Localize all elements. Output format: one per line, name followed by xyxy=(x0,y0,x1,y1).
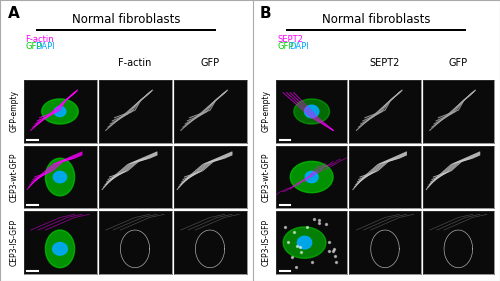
Text: DAPI: DAPI xyxy=(35,42,55,51)
Point xyxy=(330,247,338,252)
Polygon shape xyxy=(52,243,68,255)
Text: CEP3-IS-GFP: CEP3-IS-GFP xyxy=(9,219,18,266)
Text: CEP3-IS-GFP: CEP3-IS-GFP xyxy=(262,219,271,266)
Point xyxy=(284,240,292,244)
Point xyxy=(316,221,324,225)
Polygon shape xyxy=(290,161,333,193)
Polygon shape xyxy=(42,99,78,124)
Polygon shape xyxy=(294,99,330,124)
Point xyxy=(331,254,339,259)
Text: Normal fibroblasts: Normal fibroblasts xyxy=(72,13,180,26)
Point xyxy=(281,225,289,229)
Point xyxy=(310,217,318,221)
Polygon shape xyxy=(54,106,66,117)
Text: GFP: GFP xyxy=(25,42,42,51)
Polygon shape xyxy=(54,171,66,183)
Point xyxy=(322,222,330,227)
Point xyxy=(308,260,316,264)
Point xyxy=(290,230,298,235)
Polygon shape xyxy=(283,227,326,258)
Text: B: B xyxy=(260,6,272,21)
Point xyxy=(292,265,300,269)
Text: SEPT2: SEPT2 xyxy=(370,58,400,68)
Text: GFP: GFP xyxy=(200,58,220,68)
Point xyxy=(329,249,337,254)
Text: SEPT2: SEPT2 xyxy=(278,35,303,44)
Point xyxy=(296,244,304,249)
Text: Normal fibroblasts: Normal fibroblasts xyxy=(322,13,430,26)
Text: DAPI: DAPI xyxy=(289,42,309,51)
Text: GFP: GFP xyxy=(278,42,294,51)
Text: GFP-empty: GFP-empty xyxy=(262,90,271,132)
Text: CEP3-wt-GFP: CEP3-wt-GFP xyxy=(262,152,271,202)
Polygon shape xyxy=(298,236,312,249)
Text: GFP: GFP xyxy=(449,58,468,68)
Polygon shape xyxy=(305,171,318,183)
Polygon shape xyxy=(46,230,74,268)
Point xyxy=(332,259,340,264)
Text: CEP3-wt-GFP: CEP3-wt-GFP xyxy=(9,152,18,202)
Text: F-actin: F-actin xyxy=(25,35,54,44)
Polygon shape xyxy=(46,158,74,196)
Text: F-actin: F-actin xyxy=(118,58,152,68)
Point xyxy=(316,218,324,223)
Point xyxy=(294,244,302,248)
Point xyxy=(297,250,305,254)
Polygon shape xyxy=(304,105,319,118)
Point xyxy=(302,225,310,229)
Point xyxy=(288,254,296,259)
Point xyxy=(326,248,334,253)
Text: A: A xyxy=(8,6,19,21)
Point xyxy=(325,239,333,244)
Text: GFP-empty: GFP-empty xyxy=(9,90,18,132)
